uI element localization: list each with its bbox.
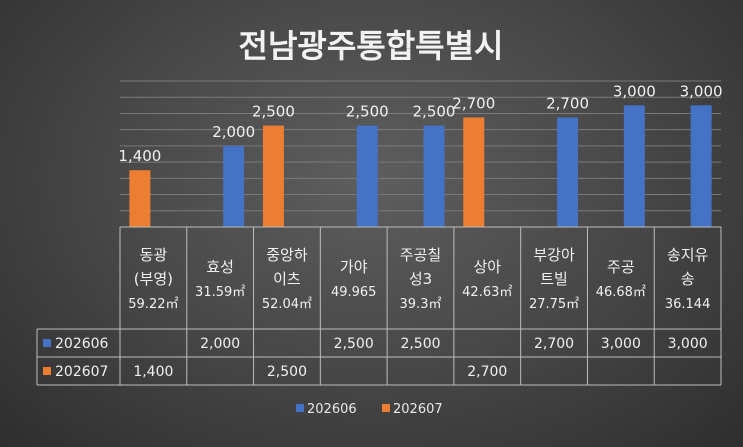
category-label: 주공칠 xyxy=(400,246,441,264)
legend-label-202607: 202607 xyxy=(393,402,443,417)
category-label: 중앙하 xyxy=(266,246,308,264)
category-label: 상아 xyxy=(473,258,501,276)
category-label: 효성 xyxy=(206,258,234,276)
bar-202606 xyxy=(690,105,712,227)
category-label: 동광 xyxy=(140,246,168,264)
category-label: 59.22㎡ xyxy=(128,297,178,312)
legend-swatch-202607 xyxy=(382,404,390,412)
series-202607-swatch xyxy=(43,367,51,375)
gridlines xyxy=(120,80,721,228)
category-label: 49.965 xyxy=(331,285,377,300)
category-label: 송지유 xyxy=(667,246,709,264)
chart-title: 전남광주통합특별시 xyxy=(239,27,504,65)
category-label: 36.144 xyxy=(665,297,711,312)
data-label: 3,000 xyxy=(613,82,656,100)
data-label: 2,500 xyxy=(252,103,295,121)
category-label: 42.63㎡ xyxy=(462,285,512,300)
category-label: 이츠 xyxy=(273,270,301,288)
bar-202606 xyxy=(623,105,645,227)
table-cell: 2,500 xyxy=(400,336,440,352)
category-label: 성3 xyxy=(409,270,432,288)
legend-label-202606: 202606 xyxy=(307,402,357,417)
table-cell: 2,700 xyxy=(534,336,574,352)
data-label: 2,500 xyxy=(413,103,456,121)
bars xyxy=(129,105,712,227)
table-cell: 2,500 xyxy=(334,336,374,352)
table-cell: 3,000 xyxy=(668,336,708,352)
data-label: 2,700 xyxy=(452,95,495,113)
legend-swatch-202606 xyxy=(296,404,304,412)
category-label: 46.68㎡ xyxy=(596,285,646,300)
table-cell: 2,700 xyxy=(467,364,507,380)
category-label: 39.3㎡ xyxy=(400,297,442,312)
category-label: 송 xyxy=(681,270,695,288)
table-cell: 2,500 xyxy=(267,364,307,380)
bar-202606 xyxy=(356,125,378,227)
category-label: 27.75㎡ xyxy=(529,297,579,312)
row-header-202607: 202607 xyxy=(55,364,108,380)
bar-202606 xyxy=(223,145,245,227)
category-label: 부강아 xyxy=(533,246,575,264)
category-label: (부영) xyxy=(134,270,173,288)
table-cell: 3,000 xyxy=(601,336,641,352)
bar-202607 xyxy=(262,125,284,227)
legend: 202606 202607 xyxy=(296,402,443,417)
data-label: 2,000 xyxy=(212,123,255,141)
bar-202606 xyxy=(557,117,579,227)
bar-202607 xyxy=(129,170,151,227)
category-label: 트빌 xyxy=(540,270,568,288)
category-label: 가야 xyxy=(340,258,368,276)
table-cell: 2,000 xyxy=(200,336,240,352)
bar-202607 xyxy=(463,117,485,227)
series-202606-swatch xyxy=(43,339,51,347)
category-label: 52.04㎡ xyxy=(262,297,312,312)
bar-202606 xyxy=(423,125,445,227)
data-label: 3,000 xyxy=(680,82,723,100)
category-label: 31.59㎡ xyxy=(195,285,245,300)
data-label: 2,700 xyxy=(546,95,589,113)
data-label: 2,500 xyxy=(346,103,389,121)
data-label: 1,400 xyxy=(118,147,161,165)
table-cell: 1,400 xyxy=(133,364,173,380)
category-label: 주공 xyxy=(607,258,635,276)
row-header-202606: 202606 xyxy=(55,336,109,352)
